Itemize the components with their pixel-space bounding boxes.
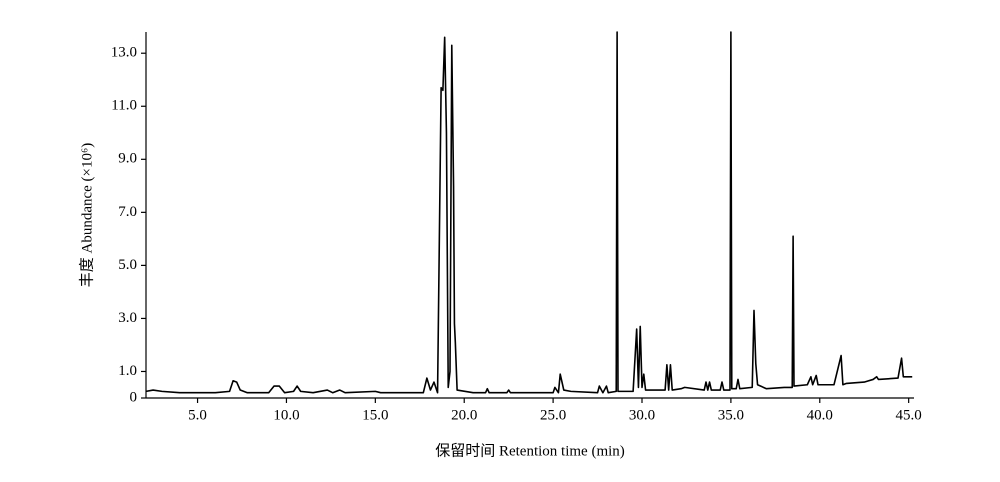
y-tick-label: 13.0 [111,45,137,61]
y-tick-label: 5.0 [118,257,137,273]
y-tick-label: 11.0 [111,98,137,114]
x-tick-label: 5.0 [188,407,207,423]
x-tick-label: 10.0 [273,407,299,423]
y-tick-label: 0 [130,389,138,405]
y-tick-label: 1.0 [118,363,137,379]
x-tick-label: 20.0 [451,407,477,423]
y-axis-label: 丰度 Abundance (×10⁶) [78,143,95,288]
y-tick-label: 3.0 [118,310,137,326]
x-tick-label: 45.0 [896,407,922,423]
y-tick-label: 9.0 [118,151,137,167]
x-tick-label: 40.0 [807,407,833,423]
y-tick-label: 7.0 [118,204,137,220]
x-tick-label: 30.0 [629,407,655,423]
x-tick-label: 25.0 [540,407,566,423]
chromatogram-line [145,31,913,394]
x-tick-label: 35.0 [718,407,744,423]
x-axis-label: 保留时间 Retention time (min) [435,442,625,459]
x-tick-label: 15.0 [362,407,388,423]
